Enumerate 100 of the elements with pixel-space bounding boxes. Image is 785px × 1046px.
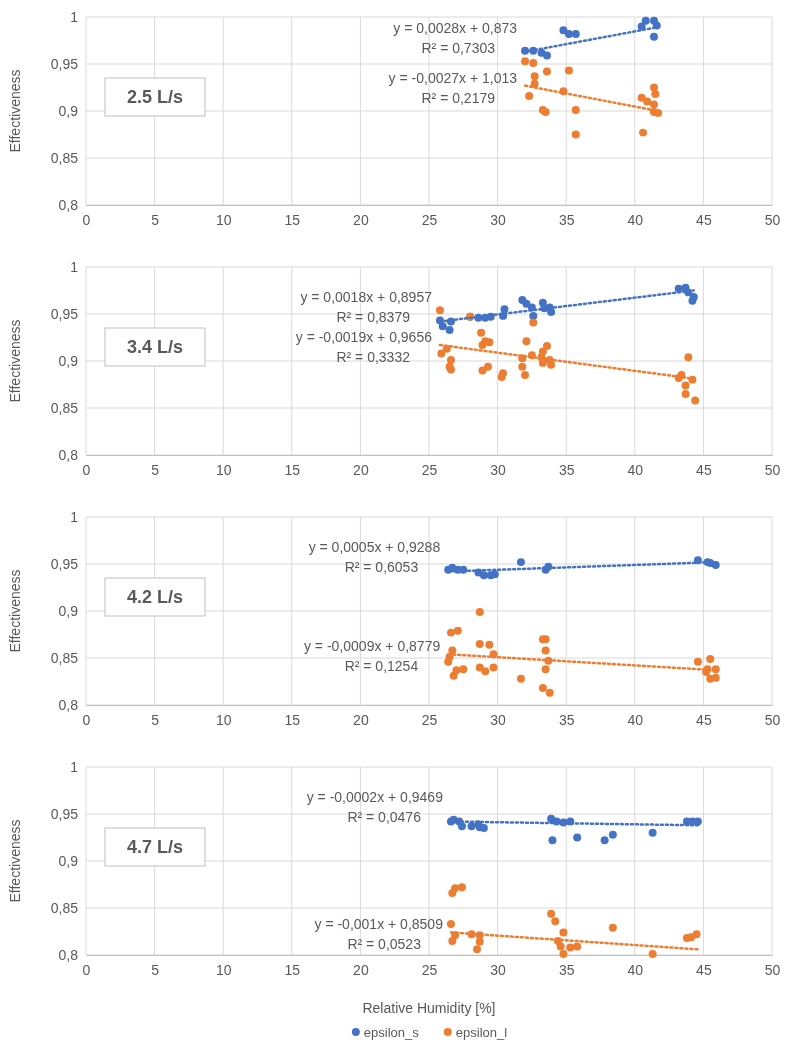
- point: [547, 308, 556, 317]
- annotation: y = -0,0002x + 0,9469: [306, 789, 444, 806]
- point: [446, 356, 455, 365]
- point: [457, 822, 466, 831]
- point: [484, 362, 492, 371]
- x-tick-label: 10: [215, 711, 232, 728]
- point: [522, 337, 531, 346]
- x-tick-label: 30: [490, 711, 507, 728]
- x-tick-label: 5: [151, 211, 160, 228]
- x-tick-label: 30: [490, 461, 507, 478]
- annotation: y = -0,0027x + 1,013: [388, 69, 518, 86]
- annotation: 3.4 L/s: [126, 337, 184, 357]
- y-tick-label: 0,9: [58, 852, 79, 869]
- x-tick-label: 45: [696, 461, 712, 478]
- point: [651, 90, 660, 99]
- point: [489, 663, 498, 672]
- point: [608, 830, 617, 839]
- point: [521, 57, 530, 66]
- annotation: R² = 0,1254: [344, 658, 419, 675]
- point: [475, 639, 484, 648]
- legend-label: epsilon_l: [455, 1024, 508, 1040]
- point: [608, 923, 617, 932]
- y-axis-title: Effectiveness: [7, 69, 23, 153]
- x-tick-label: 20: [353, 711, 369, 728]
- x-tick-label: 0: [82, 961, 91, 978]
- point: [559, 928, 568, 937]
- point: [543, 51, 551, 60]
- point: [691, 396, 700, 405]
- x-tick-label: 5: [151, 711, 160, 728]
- x-tick-label: 50: [764, 961, 781, 978]
- point: [545, 688, 554, 697]
- point: [711, 673, 720, 682]
- annotation: y = -0,0009x + 0,8779: [303, 638, 441, 655]
- point: [541, 646, 550, 655]
- y-tick-label: 0,85: [50, 649, 79, 666]
- annotation: R² = 0,0523: [347, 936, 422, 953]
- point: [448, 936, 457, 945]
- point: [643, 97, 652, 106]
- y-tick-label: 1: [70, 758, 79, 775]
- x-tick-label: 50: [764, 211, 781, 228]
- x-tick-label: 5: [151, 961, 160, 978]
- point: [564, 29, 573, 38]
- annotation: R² = 0,8379: [336, 309, 411, 326]
- x-tick-label: 45: [696, 711, 712, 728]
- point: [681, 381, 690, 390]
- point: [543, 67, 551, 76]
- point: [475, 607, 484, 616]
- y-tick-label: 0,85: [50, 149, 79, 166]
- point: [571, 29, 580, 38]
- point: [479, 571, 488, 580]
- point: [475, 937, 484, 946]
- annotation: 4.2 L/s: [126, 587, 184, 607]
- point: [452, 666, 461, 675]
- point: [467, 822, 476, 831]
- point: [556, 942, 565, 951]
- point: [529, 59, 538, 68]
- annotation: R² = 0,0476: [347, 809, 422, 826]
- x-tick-label: 50: [764, 461, 781, 478]
- annotation: y = -0,001x + 0,8509: [314, 916, 444, 933]
- point: [639, 128, 648, 137]
- annotation: R² = 0,3332: [336, 348, 411, 365]
- point: [681, 389, 690, 398]
- point: [490, 570, 499, 579]
- x-tick-label: 20: [353, 961, 369, 978]
- point: [451, 884, 460, 893]
- y-tick-label: 0,9: [58, 352, 79, 369]
- point: [529, 311, 538, 320]
- x-tick-label: 5: [151, 461, 160, 478]
- y-tick-label: 0,8: [58, 696, 79, 713]
- x-tick-label: 25: [421, 461, 438, 478]
- annotation: y = -0,0019x + 0,9656: [295, 328, 433, 345]
- x-tick-label: 10: [215, 461, 232, 478]
- point: [516, 558, 525, 567]
- x-tick-label: 40: [627, 211, 644, 228]
- annotation: y = 0,0018x + 0,8957: [300, 289, 433, 306]
- point: [522, 299, 531, 308]
- point: [473, 945, 482, 954]
- annotation: R² = 0,7303: [421, 39, 496, 56]
- x-tick-label: 50: [764, 711, 781, 728]
- point: [693, 657, 702, 666]
- point: [445, 326, 454, 334]
- point: [547, 360, 556, 369]
- x-tick-label: 45: [696, 961, 712, 978]
- annotation: 2.5 L/s: [126, 87, 184, 107]
- point: [525, 91, 534, 100]
- point: [711, 560, 720, 569]
- point: [559, 26, 568, 35]
- x-tick-label: 30: [490, 211, 507, 228]
- point: [437, 349, 446, 358]
- y-tick-label: 1: [70, 8, 79, 25]
- x-tick-label: 15: [284, 461, 301, 478]
- annotation: R² = 0,2179: [421, 89, 496, 106]
- point: [650, 32, 658, 41]
- x-tick-label: 10: [215, 961, 232, 978]
- legend-label: epsilon_s: [363, 1024, 420, 1040]
- annotation: 4.7 L/s: [126, 837, 184, 857]
- y-tick-label: 0,9: [58, 602, 79, 619]
- point: [516, 674, 525, 683]
- y-tick-label: 1: [70, 508, 79, 525]
- x-tick-label: 35: [558, 211, 575, 228]
